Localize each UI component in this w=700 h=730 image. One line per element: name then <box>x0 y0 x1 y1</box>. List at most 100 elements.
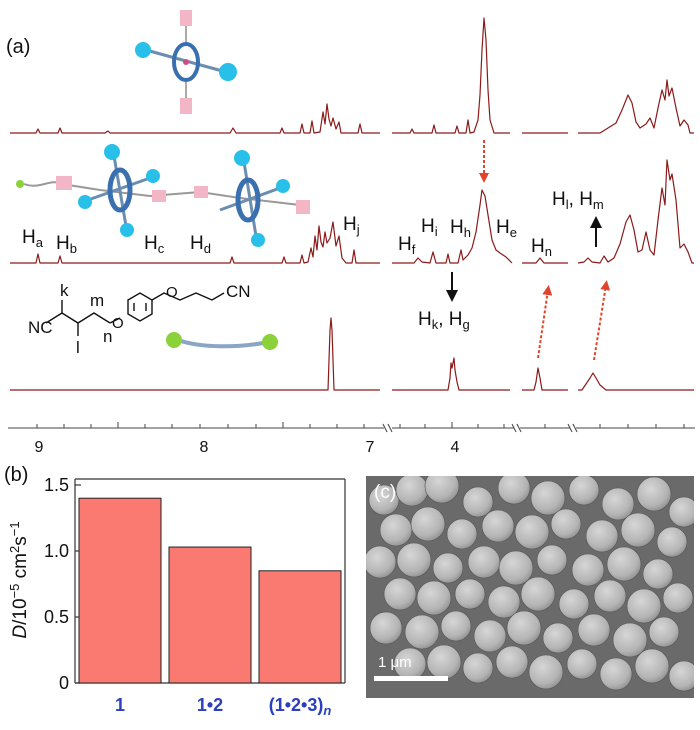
peak-label-Hf: Hf <box>398 234 416 257</box>
bar-y-tick-label: 0.5 <box>44 607 69 627</box>
svg-text:O: O <box>166 284 178 301</box>
shift-arrow-hl-hm <box>593 280 611 361</box>
structure-nc-label: NC <box>28 318 53 337</box>
sem-particle <box>368 484 400 516</box>
sem-particle <box>668 660 694 692</box>
peak-label-He: He <box>496 217 517 240</box>
sem-particle <box>369 611 403 645</box>
sem-particle <box>634 648 670 684</box>
sem-particle <box>446 518 478 550</box>
sem-particle <box>467 545 501 579</box>
axis-tick-label-4: 4 <box>451 439 460 456</box>
sem-particle <box>571 553 605 587</box>
sem-particle <box>642 558 674 590</box>
axis-tick-label-7: 7 <box>366 439 375 456</box>
sem-particle <box>487 585 521 619</box>
bar-y-axis-label: D/10−5 cm2s−1 <box>7 521 31 638</box>
sem-particle <box>593 579 627 613</box>
sem-particle <box>379 513 413 547</box>
sem-particle <box>536 544 568 576</box>
diffusion-bar-chart: 0 0.5 1.0 1.5 1 1•2 (1•2•3)n D/10−5 cm2s−1 <box>7 475 346 718</box>
sem-particle <box>383 577 417 611</box>
sem-particle <box>656 526 688 558</box>
axis-tick-label-8: 8 <box>200 439 209 456</box>
sem-particle <box>426 644 462 680</box>
sem-micrograph: (c) 1 μm <box>366 476 694 698</box>
panel-c-label: (c) <box>374 482 397 503</box>
bar-2 <box>168 546 252 684</box>
sem-particle <box>454 578 486 610</box>
sem-particle <box>416 580 452 616</box>
bar-1 <box>78 497 162 684</box>
sem-particle <box>514 514 550 550</box>
peak-label-Hi: Hi <box>421 216 438 239</box>
sem-particle <box>396 542 432 578</box>
axis-break-1 <box>382 423 393 433</box>
panel-a-label: (a) <box>6 36 31 58</box>
sem-particle <box>606 546 642 582</box>
sem-particle <box>599 657 633 691</box>
sem-particle <box>495 645 529 679</box>
structure-label-n: n <box>103 327 112 346</box>
sem-particle <box>585 519 619 553</box>
sem-particle <box>568 476 600 506</box>
sem-particle <box>668 496 694 528</box>
sem-particle <box>636 476 672 512</box>
guest-dumbbell-illustration <box>166 332 278 350</box>
bar-category-label-1: 1 <box>115 695 125 715</box>
panel-b-label: (b) <box>4 464 29 486</box>
sem-particle <box>462 652 494 684</box>
sem-particle <box>558 588 590 620</box>
axis-tick-label-9: 9 <box>35 439 44 456</box>
spectrum-bottom-segment-1 <box>10 317 380 391</box>
shift-arrow-hn <box>537 285 553 359</box>
structure-label-l: l <box>76 338 80 357</box>
sem-particle <box>612 622 648 658</box>
sem-particle <box>662 582 694 614</box>
sem-particle <box>432 552 464 584</box>
spectrum-bottom-segment-2 <box>392 357 510 391</box>
sem-particles <box>366 476 694 692</box>
bar-y-tick-label: 0 <box>59 673 69 693</box>
svg-text:O: O <box>112 315 124 332</box>
axis-break-3 <box>567 423 578 433</box>
sem-particle <box>577 613 611 647</box>
axis-ticks <box>36 422 685 428</box>
spectrum-top-segment-2 <box>392 17 510 134</box>
sem-particle <box>648 616 680 648</box>
spectrum-middle-segment-3 <box>522 257 568 264</box>
structure-cn-label: CN <box>226 282 251 301</box>
guest-structure <box>45 292 225 336</box>
peak-label-Hb: Hb <box>56 233 77 256</box>
sem-particle <box>550 508 582 540</box>
spectrum-bottom-segment-4 <box>578 372 694 391</box>
sem-particle <box>530 480 566 516</box>
sem-particle <box>410 506 446 542</box>
peak-label-Hd: Hd <box>190 233 211 256</box>
bar-3 <box>258 570 342 684</box>
axis-break-2 <box>511 423 522 433</box>
peak-label-Hk-Hg: Hk, Hg <box>418 309 470 332</box>
spectrum-middle-segment-2 <box>392 189 513 264</box>
sem-particle <box>626 588 662 624</box>
sem-particle <box>566 648 598 680</box>
peak-label-Hh: Hh <box>450 217 471 240</box>
sem-particle <box>506 610 542 646</box>
sem-particle <box>528 654 564 690</box>
peak-label-Hj: Hj <box>343 214 360 237</box>
sem-particle <box>395 476 429 507</box>
polymer-chain-illustration <box>16 144 310 247</box>
sem-particle <box>497 476 531 505</box>
peak-label-Hn: Hn <box>531 236 552 259</box>
sem-particle <box>424 476 460 504</box>
sem-particle <box>601 487 635 521</box>
sem-particle <box>620 512 656 548</box>
sem-particle <box>481 509 515 543</box>
spectrum-top-segment-1 <box>10 103 380 134</box>
peak-label-Hc: Hc <box>144 233 165 256</box>
bar-category-label-3: (1•2•3)n <box>269 695 332 718</box>
sem-particle <box>520 576 556 612</box>
peak-label-Ha: Ha <box>22 227 44 250</box>
sem-particle <box>404 614 440 650</box>
structure-label-m: m <box>90 291 104 310</box>
